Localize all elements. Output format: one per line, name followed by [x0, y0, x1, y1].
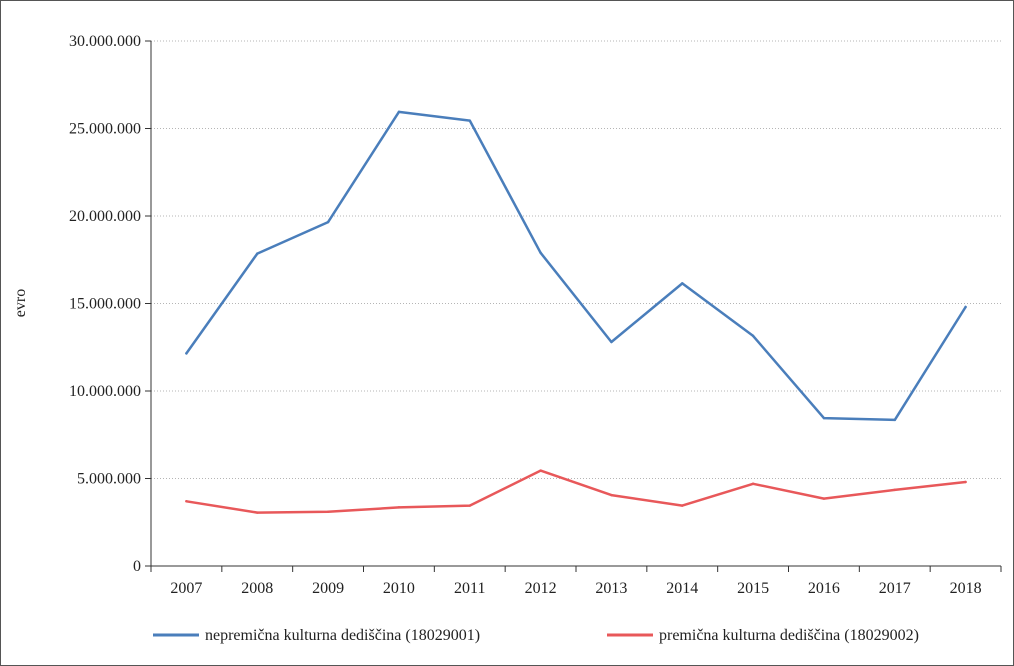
data-point [893, 488, 896, 492]
data-point [326, 510, 330, 513]
data-point [468, 119, 471, 122]
x-tick-label: 2009 [312, 580, 344, 597]
x-tick-label: 2010 [383, 580, 415, 597]
series-line-1 [185, 110, 967, 422]
x-tick-label: 2015 [737, 580, 769, 597]
data-point [822, 416, 826, 420]
x-tick-label: 2012 [525, 580, 557, 597]
x-tick-label: 2008 [241, 580, 273, 597]
data-point [326, 220, 330, 224]
data-point [185, 352, 188, 355]
y-tick-label: 0 [133, 558, 141, 575]
data-point [610, 493, 613, 497]
data-point [964, 480, 967, 484]
data-point [822, 497, 826, 500]
x-tick-label: 2014 [666, 580, 698, 597]
grid-layer [151, 40, 1001, 479]
data-point [964, 305, 967, 309]
y-tick-label: 10.000.000 [69, 383, 141, 400]
series-line-2 [185, 469, 967, 514]
y-tick-label: 25.000.000 [69, 121, 141, 138]
x-tick-label: 2018 [950, 580, 982, 597]
legend-label: nepremična kulturna dediščina (18029001) [205, 627, 480, 644]
data-point [681, 504, 684, 507]
data-point [185, 500, 188, 503]
data-point [751, 334, 755, 338]
series-layer [185, 110, 967, 514]
y-axis-title: evro [12, 289, 29, 317]
legend: nepremična kulturna dediščina (18029001)… [153, 627, 919, 644]
data-point [893, 418, 896, 422]
data-point [751, 482, 755, 485]
data-point [397, 506, 401, 509]
data-point [539, 251, 542, 254]
data-point [468, 504, 471, 507]
y-tick-layer: 0 5.000.000 10.000.000 15.000.000 20.000.000… [69, 33, 151, 575]
x-tick-label: 2007 [170, 580, 202, 597]
x-tick-label: 2011 [454, 580, 485, 597]
axis-layer [150, 41, 1001, 567]
y-tick-label: 30.000.000 [69, 33, 141, 50]
x-tick-layer: 2007 2008 2009 2010 2011 2012 2013 2014 2015 2016… [150, 566, 1002, 597]
x-tick-label: 2013 [595, 580, 627, 597]
data-point [539, 469, 542, 472]
data-point [256, 252, 259, 255]
x-tick-label: 2017 [879, 580, 911, 597]
legend-label: premična kulturna dediščina (18029002) [659, 627, 919, 644]
y-tick-label: 15.000.000 [69, 296, 141, 313]
x-tick-label: 2016 [808, 580, 840, 597]
data-point [610, 340, 613, 344]
data-point [397, 110, 401, 114]
data-point [681, 282, 684, 285]
y-tick-label: 5.000.000 [77, 471, 141, 488]
y-tick-label: 20.000.000 [69, 208, 141, 225]
data-point [256, 511, 259, 514]
